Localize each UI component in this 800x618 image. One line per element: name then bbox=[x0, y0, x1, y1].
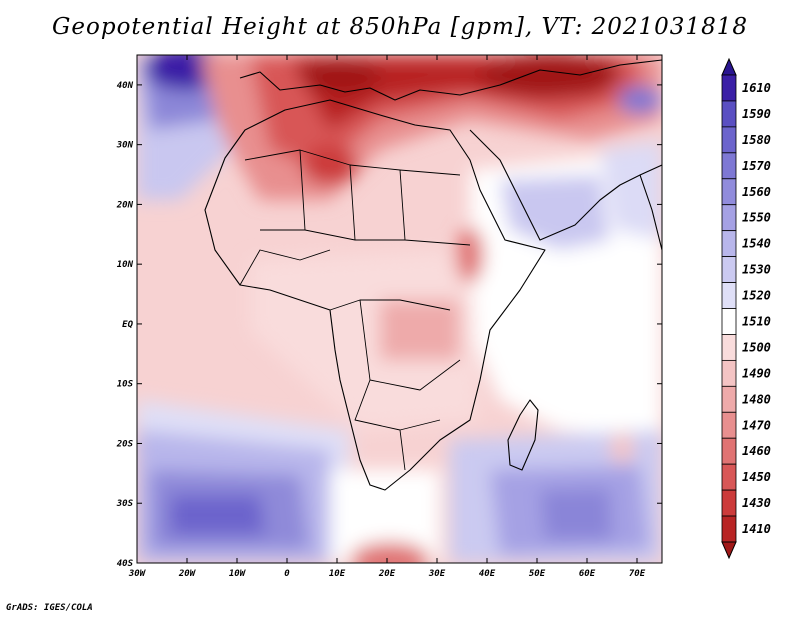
colorbar-top-arrow bbox=[721, 57, 737, 76]
colorbar-swatch bbox=[721, 359, 737, 387]
lon-tick-label: 10W bbox=[229, 569, 247, 579]
lon-tick-label: 60E bbox=[579, 569, 596, 579]
arabia-coastline bbox=[469, 129, 662, 241]
colorbar-label: 1410 bbox=[742, 522, 771, 536]
colorbar-swatch bbox=[721, 74, 737, 102]
colorbar-label: 1460 bbox=[742, 444, 771, 458]
colorbar-swatch bbox=[721, 178, 737, 206]
colorbar: 1610 1590 1580 1570 1560 1550 1540 1530 1520 1510… bbox=[721, 57, 771, 560]
madagascar-outline bbox=[507, 399, 539, 471]
lon-tick-label: 70E bbox=[629, 569, 646, 579]
country-borders bbox=[239, 149, 471, 471]
lon-tick-label: 50E bbox=[529, 569, 546, 579]
colorbar-label: 1570 bbox=[742, 159, 771, 173]
lat-tick-label: EQ bbox=[122, 320, 133, 330]
africa-coastline bbox=[204, 99, 546, 491]
colorbar-label: 1520 bbox=[742, 289, 771, 303]
colorbar-label: 1430 bbox=[742, 496, 771, 510]
credit-text: GrADS: IGES/COLA bbox=[6, 603, 93, 613]
colorbar-swatch bbox=[721, 308, 737, 335]
lat-tick-label: 40N bbox=[117, 81, 134, 91]
colorbar-label: 1470 bbox=[742, 418, 771, 432]
height-field bbox=[137, 55, 662, 563]
lat-tick-label: 20S bbox=[116, 439, 134, 449]
colorbar-swatch bbox=[721, 282, 737, 309]
india-coastline bbox=[639, 174, 662, 251]
colorbar-label: 1500 bbox=[742, 340, 771, 354]
lon-tick-label: 20E bbox=[378, 569, 396, 579]
lon-tick-label: 20W bbox=[178, 569, 197, 579]
lon-tick-label: 0 bbox=[284, 569, 290, 579]
latitude-axis: 40N 30N 20N 10N EQ 10S 20S 30S 40S bbox=[116, 81, 662, 569]
lon-tick-label: 30E bbox=[428, 569, 446, 579]
colorbar-swatch bbox=[721, 204, 737, 232]
lat-tick-label: 40S bbox=[117, 559, 134, 569]
coastline-borders bbox=[204, 59, 662, 491]
colorbar-label: 1540 bbox=[742, 237, 771, 251]
lat-tick-label: 10S bbox=[117, 380, 134, 390]
colorbar-label: 1480 bbox=[742, 392, 771, 406]
colorbar-swatch bbox=[721, 230, 737, 258]
colorbar-label: 1510 bbox=[742, 314, 771, 328]
colorbar-swatch bbox=[721, 463, 737, 491]
colorbar-swatch bbox=[721, 126, 737, 154]
colorbar-swatch bbox=[721, 515, 737, 543]
europe-coastline bbox=[239, 59, 662, 101]
lat-tick-label: 30N bbox=[116, 141, 134, 151]
colorbar-swatch bbox=[721, 100, 737, 128]
colorbar-label: 1450 bbox=[742, 470, 771, 484]
colorbar-swatch bbox=[721, 489, 737, 517]
lat-tick-label: 20N bbox=[116, 200, 134, 210]
colorbar-label: 1550 bbox=[742, 211, 771, 225]
colorbar-label: 1610 bbox=[742, 81, 771, 95]
colorbar-swatch bbox=[721, 256, 737, 283]
lon-tick-label: 10E bbox=[329, 569, 346, 579]
colorbar-swatch bbox=[721, 152, 737, 180]
lat-tick-label: 10N bbox=[117, 260, 134, 270]
lon-tick-label: 40E bbox=[479, 569, 496, 579]
plot-frame bbox=[136, 54, 663, 564]
colorbar-swatch bbox=[721, 385, 737, 413]
colorbar-swatch bbox=[721, 411, 737, 439]
longitude-axis: 30W 20W 10W 0 10E 20E 30E 40E 50E 60E 70E bbox=[128, 55, 646, 579]
map-title: Geopotential Height at 850hPa [gpm], VT:… bbox=[52, 14, 748, 40]
colorbar-bottom-arrow bbox=[721, 541, 737, 560]
colorbar-swatch bbox=[721, 437, 737, 465]
lon-tick-label: 30W bbox=[128, 569, 147, 579]
lat-tick-label: 30S bbox=[116, 499, 134, 509]
colorbar-label: 1560 bbox=[742, 185, 771, 199]
colorbar-label: 1580 bbox=[742, 133, 771, 147]
colorbar-label: 1490 bbox=[742, 366, 771, 380]
colorbar-label: 1590 bbox=[742, 107, 771, 121]
colorbar-label: 1530 bbox=[742, 263, 771, 277]
colorbar-swatch bbox=[721, 334, 737, 361]
